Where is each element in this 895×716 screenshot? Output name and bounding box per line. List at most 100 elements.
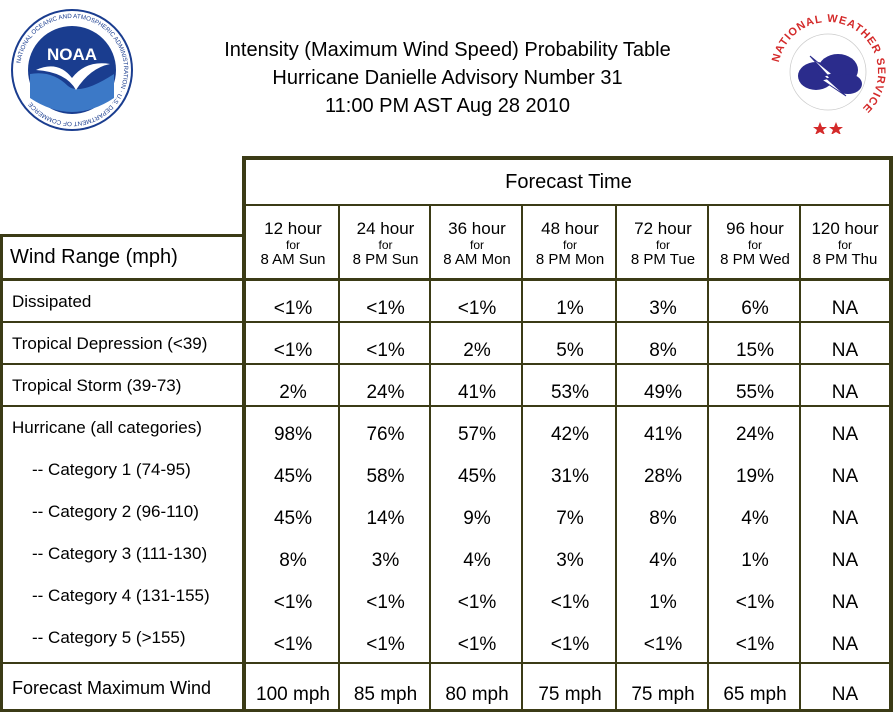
table-cell: NA bbox=[831, 466, 859, 487]
column-header: 12 hour for 8 AM Sun bbox=[246, 206, 340, 278]
row-label: -- Category 1 (74-95) bbox=[32, 460, 191, 479]
column-header: 24 hour for 8 PM Sun bbox=[340, 206, 431, 278]
row-label: Forecast Maximum Wind bbox=[12, 678, 212, 698]
windrange-top-border bbox=[0, 234, 244, 237]
table-cell: 1% bbox=[741, 550, 769, 571]
forecast-header-divider bbox=[242, 204, 893, 206]
column-header-hours: 36 hour bbox=[448, 219, 506, 238]
table-cell: NA bbox=[831, 382, 859, 403]
table-cell: 75 mph bbox=[631, 684, 695, 705]
table-cell: 3% bbox=[556, 550, 584, 571]
column-header-time: 8 PM Tue bbox=[630, 251, 696, 268]
row-label: Tropical Depression (<39) bbox=[12, 334, 208, 353]
table-cell: 1% bbox=[649, 592, 677, 613]
table-cell: 7% bbox=[556, 508, 584, 529]
column-header: 72 hour for 8 PM Tue bbox=[617, 206, 709, 278]
table-cell: 15% bbox=[735, 340, 775, 361]
table-cell: NA bbox=[831, 550, 859, 571]
table-cell: 3% bbox=[649, 298, 677, 319]
table-cell: <1% bbox=[735, 592, 775, 613]
table-cell: 8% bbox=[649, 340, 677, 361]
wind-range-header: Wind Range (mph) bbox=[10, 246, 178, 268]
table-cell: 5% bbox=[556, 340, 584, 361]
page-title: Intensity (Maximum Wind Speed) Probabili… bbox=[150, 36, 745, 120]
table-cell: 8% bbox=[649, 508, 677, 529]
column-header-for: for bbox=[837, 238, 852, 252]
table-cell: <1% bbox=[550, 634, 590, 655]
table-cell: 76% bbox=[366, 424, 405, 445]
table-cell: <1% bbox=[457, 634, 497, 655]
table-cell: 2% bbox=[279, 382, 307, 403]
table-cell: 9% bbox=[463, 508, 491, 529]
row-label: -- Category 3 (111-130) bbox=[32, 544, 208, 563]
column-header-for: for bbox=[747, 238, 762, 252]
column-header-hours: 96 hour bbox=[726, 219, 784, 238]
table-cell: 53% bbox=[550, 382, 590, 403]
row-label: -- Category 2 (96-110) bbox=[32, 502, 199, 521]
table-cell: <1% bbox=[273, 298, 313, 319]
column-divider bbox=[429, 205, 431, 712]
column-header-hours: 12 hour bbox=[264, 219, 322, 238]
table-bottom-border bbox=[0, 709, 893, 712]
table-cell: 8% bbox=[279, 550, 307, 571]
column-header: 120 hour for 8 PM Thu bbox=[801, 206, 889, 278]
column-header-hours: 48 hour bbox=[541, 219, 599, 238]
table-cell: <1% bbox=[366, 298, 405, 319]
column-header-time: 8 PM Mon bbox=[535, 251, 605, 268]
table-cell: 45% bbox=[273, 508, 313, 529]
table-cell: 3% bbox=[371, 550, 400, 571]
table-top-border bbox=[242, 156, 893, 160]
noaa-logo: NATIONAL OCEANIC AND ATMOSPHERIC ADMINIS… bbox=[11, 9, 133, 131]
table-cell: 4% bbox=[649, 550, 677, 571]
table-cell: NA bbox=[831, 340, 859, 361]
table-cell: 31% bbox=[550, 466, 590, 487]
table-cell: NA bbox=[831, 592, 859, 613]
table-cell: 42% bbox=[550, 424, 590, 445]
table-cell: <1% bbox=[457, 298, 497, 319]
title-line-1: Intensity (Maximum Wind Speed) Probabili… bbox=[224, 39, 671, 61]
table-cell: NA bbox=[831, 634, 859, 655]
column-header-hours: 120 hour bbox=[811, 219, 879, 238]
table-cell: 65 mph bbox=[723, 684, 787, 705]
table-cell: NA bbox=[831, 424, 859, 445]
table-cell: <1% bbox=[550, 592, 590, 613]
table-cell: 1% bbox=[556, 298, 584, 319]
table-cell: 55% bbox=[735, 382, 775, 403]
table-cell: NA bbox=[831, 298, 859, 319]
table-cell: 58% bbox=[366, 466, 405, 487]
column-divider bbox=[338, 205, 340, 712]
table-left-border-lower bbox=[0, 234, 3, 712]
table-cell: NA bbox=[831, 508, 859, 529]
table-cell: 4% bbox=[463, 550, 491, 571]
table-cell: <1% bbox=[735, 634, 775, 655]
table-cell: 98% bbox=[273, 424, 313, 445]
column-header-for: for bbox=[285, 238, 300, 252]
column-header-for: for bbox=[378, 238, 393, 252]
column-header-time: 8 PM Wed bbox=[720, 251, 790, 268]
row-divider bbox=[0, 278, 893, 281]
column-header: 36 hour for 8 AM Mon bbox=[431, 206, 523, 278]
row-label: -- Category 5 (>155) bbox=[32, 628, 186, 647]
column-header: 48 hour for 8 PM Mon bbox=[523, 206, 617, 278]
table-cell: 45% bbox=[457, 466, 497, 487]
table-cell: 75 mph bbox=[538, 684, 602, 705]
table-left-border-upper bbox=[242, 156, 246, 712]
column-divider bbox=[799, 205, 801, 712]
svg-text:NOAA: NOAA bbox=[47, 45, 97, 64]
nws-logo: NATIONAL WEATHER SERVICE bbox=[768, 12, 888, 134]
table-cell: <1% bbox=[273, 592, 313, 613]
column-divider bbox=[707, 205, 709, 712]
table-cell: <1% bbox=[366, 634, 405, 655]
row-label: Hurricane (all categories) bbox=[12, 418, 202, 437]
column-header-time: 8 PM Thu bbox=[812, 251, 878, 268]
table-cell: 24% bbox=[366, 382, 405, 403]
row-label: Tropical Storm (39-73) bbox=[12, 376, 182, 395]
table-cell: 45% bbox=[273, 466, 313, 487]
table-cell: 6% bbox=[741, 298, 769, 319]
table-cell: 2% bbox=[463, 340, 491, 361]
column-header-for: for bbox=[655, 238, 670, 252]
row-divider bbox=[0, 405, 893, 407]
column-divider bbox=[615, 205, 617, 712]
row-divider bbox=[0, 662, 893, 664]
table-cell: 19% bbox=[735, 466, 775, 487]
